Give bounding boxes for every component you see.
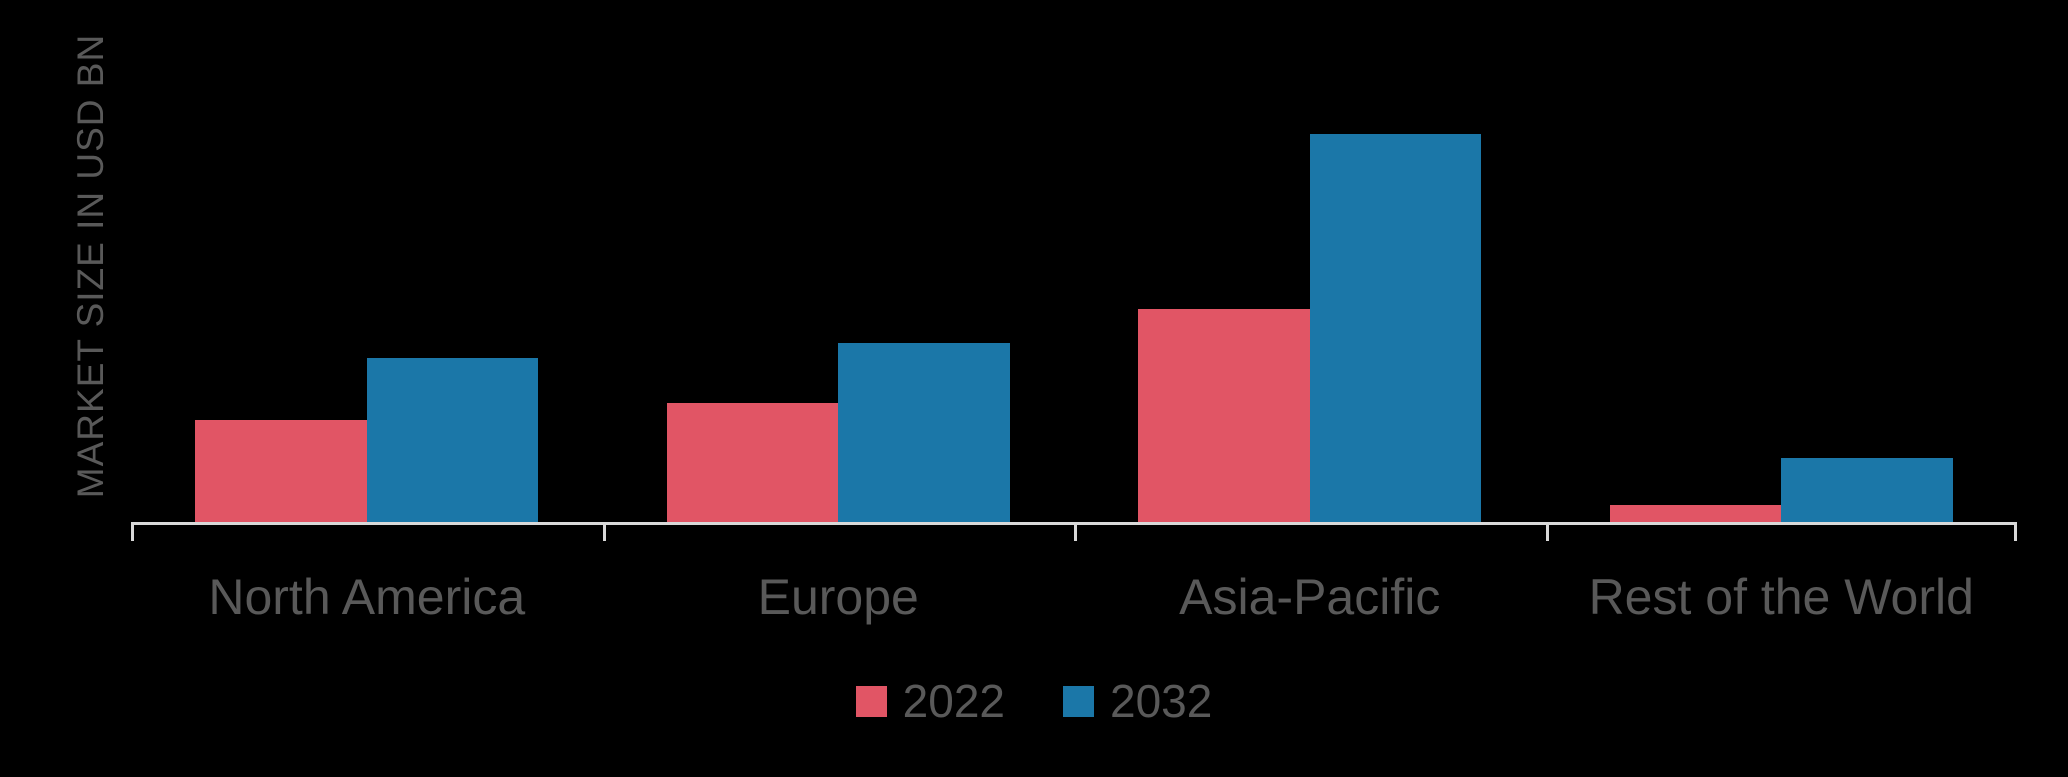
x-axis-tick xyxy=(602,525,606,541)
x-label-asia-pacific: Asia-Pacific xyxy=(1179,569,1441,625)
bar-2032-asia-pacific xyxy=(1309,134,1482,524)
legend-item-2022: 2022 xyxy=(855,675,1005,727)
bar-2022-europe xyxy=(666,403,839,524)
x-axis-tick xyxy=(1074,525,1077,541)
bar-2022-north-america xyxy=(195,420,367,524)
bar-2032-north-america xyxy=(366,358,539,524)
legend-label-2032: 2032 xyxy=(1110,675,1213,727)
legend: 2022 2032 xyxy=(0,678,2068,724)
x-label-north-america: North America xyxy=(208,569,526,625)
bar-2022-asia-pacific xyxy=(1138,309,1310,524)
y-axis-label: MARKET SIZE IN USD BN xyxy=(70,33,111,499)
bar-2022-rest-of-the-world xyxy=(1609,505,1782,524)
x-axis-tick xyxy=(2014,525,2017,541)
legend-label-2022: 2022 xyxy=(902,675,1005,727)
x-axis-line xyxy=(131,522,2017,525)
legend-swatch-2022-icon xyxy=(855,685,887,717)
legend-item-2032: 2032 xyxy=(1063,678,1212,724)
x-label-europe: Europe xyxy=(757,569,919,625)
x-axis-labels: North America Europe Asia-Pacific Rest o… xyxy=(131,568,2017,626)
bar-2032-rest-of-the-world xyxy=(1781,458,1953,524)
legend-swatch-2032-icon xyxy=(1063,685,1094,717)
bar-2032-europe xyxy=(838,343,1010,524)
x-axis-tick xyxy=(1545,525,1549,541)
plot-area xyxy=(131,0,2017,541)
x-axis-tick xyxy=(131,525,134,541)
x-label-rest-of-the-world: Rest of the World xyxy=(1588,569,1974,625)
